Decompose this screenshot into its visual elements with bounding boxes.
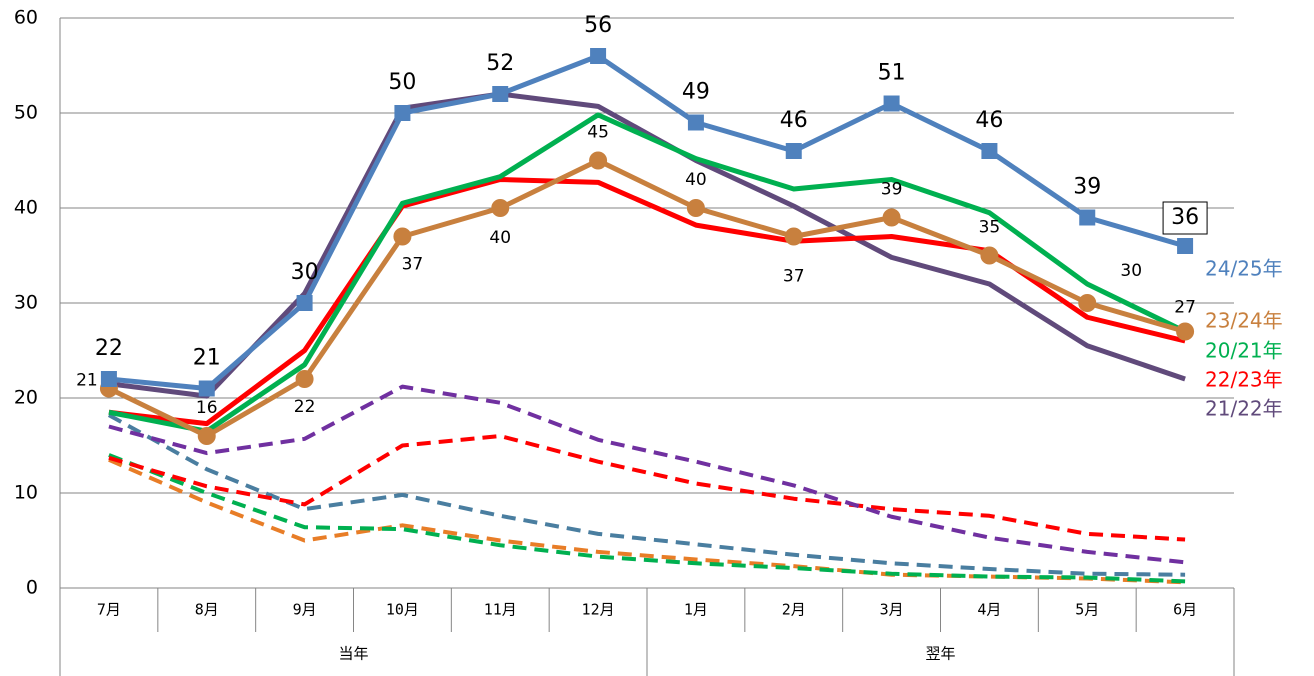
y-tick-label: 20 (14, 387, 38, 409)
data-label: 52 (486, 51, 514, 76)
data-label: 40 (489, 228, 511, 248)
marker (394, 105, 411, 121)
marker (197, 427, 216, 445)
marker (295, 370, 314, 388)
data-label: 35 (979, 218, 1001, 238)
data-label: 46 (780, 108, 808, 133)
data-label: 27 (1174, 298, 1196, 318)
x-tick-label: 10月 (386, 601, 419, 619)
dashed-line (108, 457, 1186, 585)
series-line (107, 158, 1186, 439)
dashed-line (108, 384, 1186, 565)
legend-label: 23/24年 (1205, 309, 1283, 333)
marker (686, 199, 705, 217)
data-label: 37 (783, 267, 805, 287)
data-label: 30 (291, 260, 319, 285)
y-tick-label: 60 (14, 7, 38, 29)
data-label: 49 (682, 80, 710, 105)
series-line (108, 91, 1186, 399)
legend-label: 21/22年 (1205, 397, 1283, 421)
x-tick-label: 1月 (684, 601, 708, 619)
marker (882, 208, 901, 227)
marker (1177, 238, 1194, 254)
data-label: 30 (1120, 261, 1142, 281)
x-tick-label: 9月 (293, 601, 317, 619)
data-label: 22 (95, 336, 123, 361)
marker (198, 380, 215, 397)
legend-label: 20/21年 (1205, 339, 1283, 363)
x-tick-label: 11月 (484, 601, 517, 619)
series-line (108, 112, 1187, 434)
marker (100, 371, 117, 387)
marker (883, 95, 900, 112)
x-tick-label: 3月 (880, 601, 904, 619)
data-label: 51 (878, 61, 906, 86)
data-label: 46 (975, 108, 1003, 133)
data-label: 40 (685, 170, 707, 190)
dashed-line (107, 413, 1186, 577)
x-tick-label: 12月 (582, 601, 615, 619)
dashed-line (108, 434, 1186, 542)
y-tick-label: 50 (14, 102, 38, 124)
y-tick-label: 30 (14, 292, 38, 314)
marker (296, 295, 313, 311)
data-label: 36 (1171, 205, 1199, 230)
data-label: 21 (193, 346, 221, 371)
data-label: 21 (76, 371, 98, 391)
marker (590, 48, 607, 64)
marker (981, 143, 998, 159)
legend-label: 22/23年 (1205, 368, 1283, 392)
data-label: 22 (294, 397, 316, 417)
label-box (1162, 201, 1208, 235)
data-label: 39 (1073, 175, 1101, 200)
marker (589, 151, 608, 170)
marker (980, 246, 999, 265)
marker (1079, 209, 1096, 226)
x-tick-label: 7月 (97, 601, 121, 619)
marker (687, 114, 704, 131)
y-tick-label: 0 (26, 577, 38, 599)
data-label: 45 (587, 123, 609, 143)
x-tick-label: 6月 (1173, 601, 1197, 619)
marker (492, 86, 509, 102)
marker (491, 199, 510, 217)
marker (1176, 322, 1195, 341)
legend-label: 24/25年 (1205, 257, 1283, 281)
data-label: 37 (402, 255, 424, 275)
x-tick-label: 5月 (1075, 601, 1099, 619)
data-label: 16 (196, 398, 218, 418)
group-label: 当年 (338, 645, 368, 663)
group-label: 翌年 (925, 645, 955, 663)
marker (785, 143, 802, 159)
y-tick-label: 40 (14, 197, 38, 219)
y-tick-label: 10 (14, 482, 38, 504)
x-tick-label: 8月 (195, 601, 219, 619)
marker (784, 227, 803, 246)
data-label: 39 (881, 180, 903, 200)
series-line (108, 53, 1186, 391)
marker (1078, 294, 1097, 312)
dashed-line (108, 453, 1186, 584)
x-tick-label: 4月 (977, 601, 1001, 619)
marker (393, 227, 412, 246)
x-tick-label: 2月 (782, 601, 806, 619)
data-label: 50 (388, 70, 416, 95)
data-label: 56 (584, 13, 612, 38)
